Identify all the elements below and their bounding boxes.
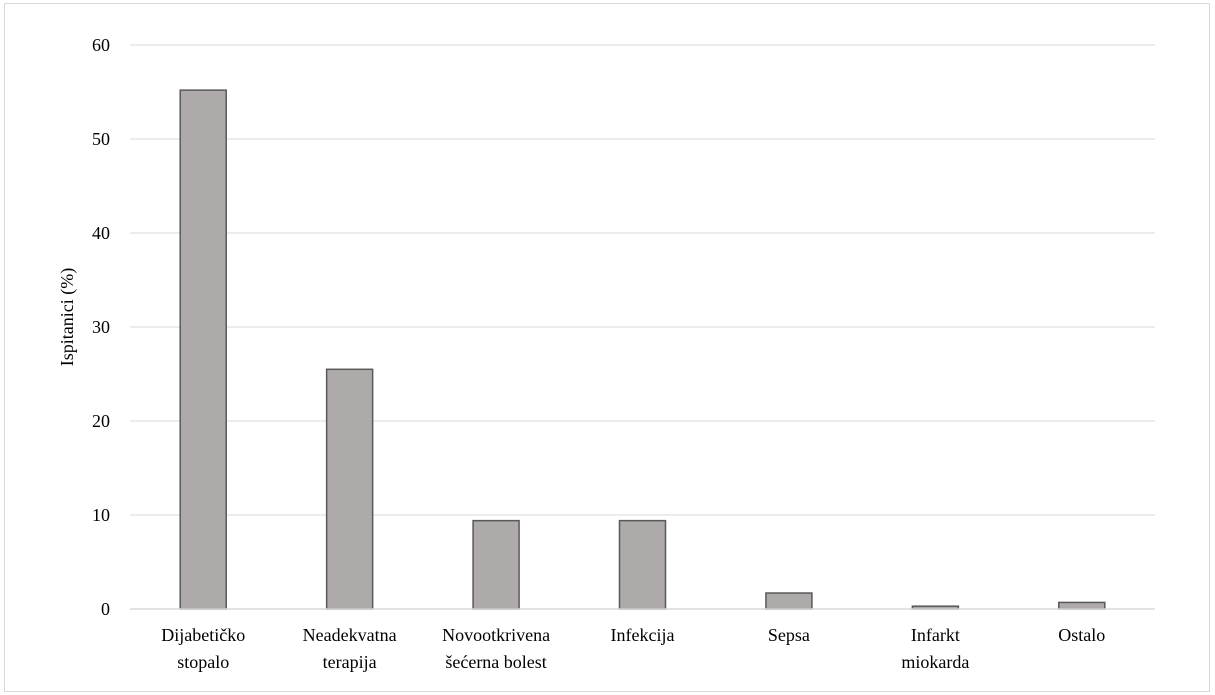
y-tick-label-10: 10 <box>92 505 110 525</box>
y-axis-label: Ispitanici (%) <box>57 268 78 366</box>
y-tick-label-20: 20 <box>92 411 110 431</box>
bar-0 <box>179 89 227 610</box>
y-tick-label-60: 60 <box>92 35 110 55</box>
x-category-labels: Dijabetičko stopalo Neadekvatna terapija Nov… <box>161 625 1105 672</box>
x-category-label-0: Dijabetičko stopalo <box>161 625 245 672</box>
bar-3 <box>618 519 667 610</box>
y-tick-labels: 0 10 20 30 40 50 60 <box>92 35 110 619</box>
y-tick-label-30: 30 <box>92 317 110 337</box>
y-tick-label-40: 40 <box>92 223 110 243</box>
bar-6 <box>1058 601 1106 610</box>
bars <box>179 89 1106 610</box>
y-tick-label-0: 0 <box>101 599 110 619</box>
x-category-label-2: Novootkrivena šećerna bolest <box>442 625 550 672</box>
x-category-label-3: Infekcija <box>611 625 675 645</box>
y-tick-label-50: 50 <box>92 129 110 149</box>
x-category-label-5: Infarkt miokarda <box>901 625 969 672</box>
x-category-label-4: Sepsa <box>768 625 810 645</box>
bar-4 <box>765 592 813 610</box>
x-category-label-1: Neadekvatna terapija <box>303 625 397 672</box>
bar-2 <box>472 519 520 610</box>
gridlines <box>130 44 1155 516</box>
bar-1 <box>325 368 374 610</box>
x-category-label-6: Ostalo <box>1058 625 1105 645</box>
